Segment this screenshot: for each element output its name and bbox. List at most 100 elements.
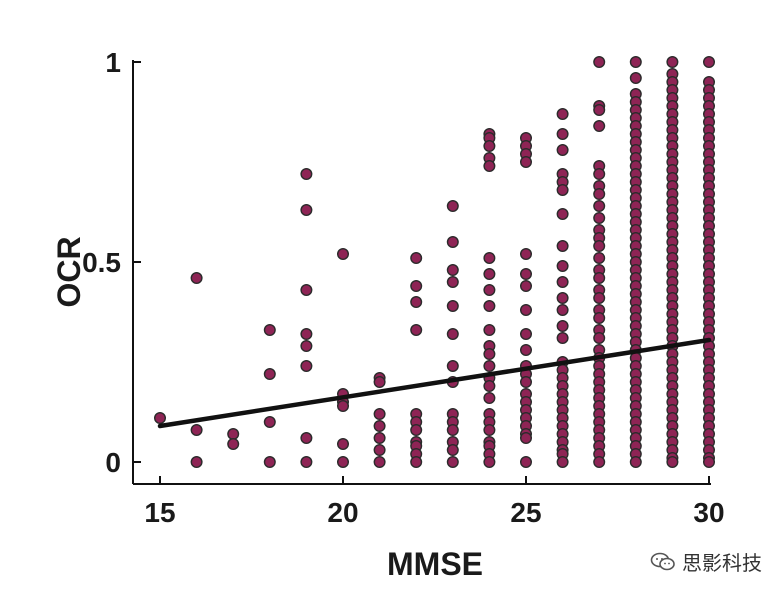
axes: [132, 60, 711, 485]
data-point: [593, 167, 606, 180]
data-point: [300, 456, 313, 469]
data-point: [300, 432, 313, 445]
data-point: [153, 412, 166, 425]
data-point: [520, 247, 533, 260]
data-point: [410, 251, 423, 264]
data-point: [337, 400, 350, 413]
data-point: [629, 71, 642, 84]
data-point: [556, 143, 569, 156]
data-point: [227, 438, 240, 451]
data-point: [483, 159, 496, 172]
data-point: [446, 360, 459, 373]
data-point: [556, 320, 569, 333]
data-point: [556, 239, 569, 252]
data-point: [190, 424, 203, 437]
data-point: [520, 432, 533, 445]
data-point: [483, 348, 496, 361]
data-point: [337, 247, 350, 260]
data-point: [629, 456, 642, 469]
watermark: 思影科技: [650, 547, 762, 576]
data-point: [520, 376, 533, 389]
x-tick-label: 20: [327, 497, 358, 528]
trendline: [157, 337, 712, 429]
data-point: [556, 183, 569, 196]
data-point: [556, 107, 569, 120]
data-point: [483, 300, 496, 313]
data-point: [520, 268, 533, 281]
data-point: [593, 239, 606, 252]
data-point: [373, 432, 386, 445]
data-point: [556, 304, 569, 317]
data-point: [483, 380, 496, 393]
data-point: [520, 280, 533, 293]
data-point: [337, 438, 350, 451]
data-point: [556, 260, 569, 273]
data-point: [593, 56, 606, 69]
x-tick-label: 25: [510, 497, 541, 528]
data-point: [190, 456, 203, 469]
data-point: [410, 456, 423, 469]
data-point: [410, 324, 423, 337]
data-point: [483, 284, 496, 297]
data-point: [300, 328, 313, 341]
data-point: [520, 344, 533, 357]
data-point: [593, 199, 606, 212]
y-tick-label: 0.5: [82, 247, 121, 278]
data-point: [410, 424, 423, 437]
data-point: [263, 324, 276, 337]
data-point: [483, 268, 496, 281]
data-point: [263, 416, 276, 429]
data-point: [556, 332, 569, 345]
data-point: [483, 424, 496, 437]
ticks: 15 20 25 30 0 0.5 1: [82, 47, 725, 528]
data-point: [300, 284, 313, 297]
data-point: [483, 324, 496, 337]
data-point: [593, 456, 606, 469]
data-point: [593, 103, 606, 116]
data-point: [446, 264, 459, 277]
x-tick-label: 30: [693, 497, 724, 528]
data-point: [593, 272, 606, 285]
watermark-text: 思影科技: [682, 551, 762, 575]
data-point: [703, 56, 716, 69]
data-point: [483, 360, 496, 373]
data-point: [556, 207, 569, 220]
trendline-group: [157, 337, 712, 429]
data-point: [300, 167, 313, 180]
data-point: [446, 199, 459, 212]
data-point: [703, 456, 716, 469]
data-point: [446, 444, 459, 457]
data-point: [300, 340, 313, 353]
data-point: [593, 187, 606, 200]
data-point: [593, 292, 606, 305]
data-point: [520, 456, 533, 469]
data-point: [373, 376, 386, 389]
data-point: [410, 280, 423, 293]
data-point: [337, 456, 350, 469]
data-point: [593, 119, 606, 132]
data-point: [300, 203, 313, 216]
data-point: [483, 251, 496, 264]
data-point: [483, 456, 496, 469]
data-point: [373, 408, 386, 421]
data-point: [300, 360, 313, 373]
data-point: [593, 211, 606, 224]
data-point: [593, 312, 606, 325]
data-point: [556, 292, 569, 305]
x-tick-label: 15: [144, 497, 175, 528]
data-point: [593, 251, 606, 264]
data-point: [410, 296, 423, 309]
data-point: [446, 424, 459, 437]
data-point: [263, 368, 276, 381]
data-point: [373, 420, 386, 433]
data-point: [446, 235, 459, 248]
data-point: [263, 456, 276, 469]
data-point: [483, 139, 496, 152]
x-axis-label: MMSE: [387, 546, 483, 582]
data-point: [666, 456, 679, 469]
data-point: [446, 328, 459, 341]
data-point: [373, 444, 386, 457]
data-point: [520, 155, 533, 168]
data-point: [520, 328, 533, 341]
